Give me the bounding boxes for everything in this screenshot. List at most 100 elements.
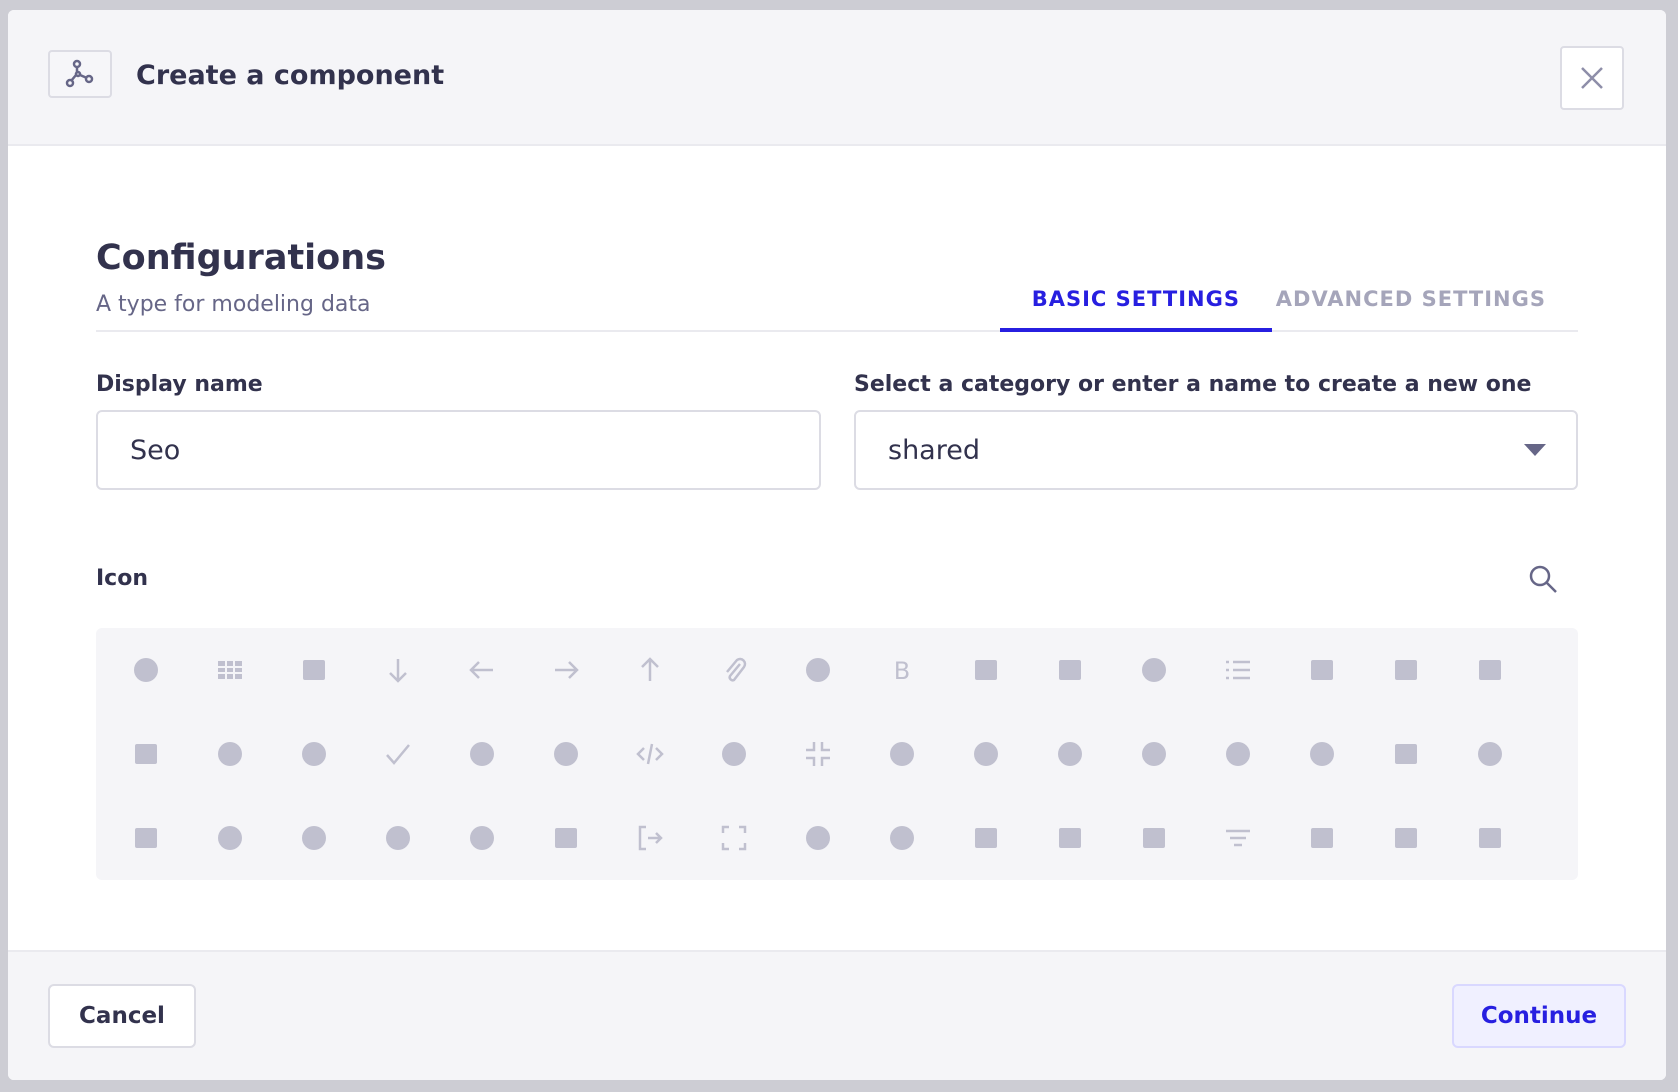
eye-icon [806,826,830,850]
icon-option-sign-out[interactable] [628,816,672,860]
cancel-button[interactable]: Cancel [48,984,196,1048]
cursor-icon [1310,742,1334,766]
icon-option-frown[interactable] [460,816,504,860]
database-icon [1478,742,1502,766]
create-component-modal: Create a component Configurations A type… [8,10,1666,1080]
icon-option-car[interactable] [1384,648,1428,692]
icon-option-envelope[interactable] [544,816,588,860]
icon-option-command[interactable] [880,732,924,776]
icon-option-compress[interactable] [796,732,840,776]
chess-rook-icon [1395,828,1417,848]
cloud-icon [554,742,578,766]
icon-option-feather[interactable] [880,816,924,860]
icon-option-paint-brush[interactable] [1132,648,1176,692]
icon-option-gift[interactable] [1468,816,1512,860]
icon-option-crop[interactable] [1048,732,1092,776]
icon-option-eye[interactable] [796,816,840,860]
icon-option-calendar[interactable] [1300,648,1344,692]
icon-option-chart-pie[interactable] [292,732,336,776]
modal-footer: Cancel Continue [8,950,1666,1080]
frown-icon [470,826,494,850]
icon-option-th[interactable] [208,648,252,692]
file-excel-icon [1059,828,1081,848]
arrow-up-icon [641,657,659,681]
sliders-icon [974,742,998,766]
icon-option-cursor[interactable] [1300,732,1344,776]
component-icon [48,50,112,98]
icon-option-book[interactable] [964,648,1008,692]
stethoscope-icon [218,826,242,850]
icon-option-arrow-left[interactable] [460,648,504,692]
expand-icon [721,825,747,851]
check-icon [386,744,410,765]
crown-icon [1142,742,1166,766]
archive-icon [303,660,325,680]
icon-option-code[interactable] [628,732,672,776]
icon-option-arrow-down[interactable] [376,648,420,692]
file-pdf-icon [1143,828,1165,848]
icon-option-cog[interactable] [712,732,756,776]
icon-option-file[interactable] [964,816,1008,860]
tab-advanced-settings[interactable]: ADVANCED SETTINGS [1275,287,1546,311]
icon-option-file-pdf[interactable] [1132,816,1176,860]
icon-option-bell[interactable] [796,648,840,692]
icon-option-filter[interactable] [1216,816,1260,860]
category-select[interactable]: shared [854,410,1578,490]
icon-option-chromecast[interactable] [1468,648,1512,692]
icon-option-chart-pie-alt[interactable] [208,732,252,776]
icon-option-stethoscope[interactable] [208,816,252,860]
comments-icon [135,828,157,848]
icon-grid: B [96,628,1578,880]
icon-option-database[interactable] [1468,732,1512,776]
tab-basic-settings[interactable]: BASIC SETTINGS [999,270,1272,332]
icon-option-bold[interactable]: B [880,648,924,692]
filter-icon [1226,829,1250,847]
icon-option-alien[interactable] [124,648,168,692]
file-icon [975,828,997,848]
alien-icon [134,658,158,682]
list-icon [1226,660,1250,680]
search-icon [1529,565,1557,593]
section-title: Configurations [96,238,386,278]
th-icon [218,661,242,679]
icon-option-chart-area[interactable] [124,732,168,776]
section-subtitle: A type for modeling data [96,292,371,317]
icon-option-crown[interactable] [1132,732,1176,776]
globe-icon [302,826,326,850]
icon-option-expand[interactable] [712,816,756,860]
icon-option-sliders[interactable] [964,732,1008,776]
icon-option-apps[interactable] [1384,732,1428,776]
icon-option-file-excel[interactable] [1048,816,1092,860]
icon-option-arrow-right[interactable] [544,648,588,692]
icon-option-cloud[interactable] [544,732,588,776]
icon-option-archive[interactable] [292,648,336,692]
clock-icon [470,742,494,766]
icon-option-arrow-up[interactable] [628,648,672,692]
icon-option-comments[interactable] [124,816,168,860]
icon-option-smile[interactable] [376,816,420,860]
arrow-right-icon [555,661,579,679]
chart-area-icon [135,744,157,764]
arrow-down-icon [389,659,407,683]
icon-option-chess-rook[interactable] [1384,816,1428,860]
icon-option-check[interactable] [376,732,420,776]
icon-option-clock[interactable] [460,732,504,776]
car-icon [1395,660,1417,680]
icon-option-briefcase[interactable] [1048,648,1092,692]
continue-button[interactable]: Continue [1452,984,1626,1048]
command-icon [890,742,914,766]
sign-out-icon [638,825,663,851]
icon-option-coffee[interactable] [1216,732,1260,776]
feather-icon [890,826,914,850]
icon-option-globe[interactable] [292,816,336,860]
icon-option-paperclip[interactable] [712,648,756,692]
close-button[interactable] [1560,46,1624,110]
envelope-icon [555,828,577,848]
bell-icon [806,658,830,682]
icon-option-folder[interactable] [1300,816,1344,860]
svg-text:B: B [894,657,910,684]
icon-search-button[interactable] [1528,564,1558,598]
display-name-input[interactable]: Seo [96,410,821,490]
icon-option-list[interactable] [1216,648,1260,692]
calendar-icon [1311,660,1333,680]
